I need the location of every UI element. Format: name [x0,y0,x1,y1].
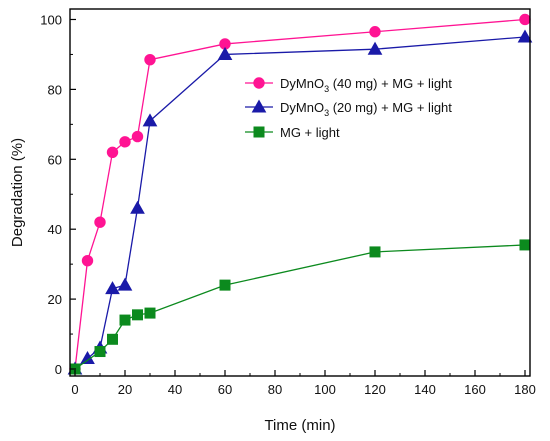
legend-item: DyMnO3 (40 mg) + MG + light [245,76,452,94]
data-point [369,26,381,38]
data-point [369,246,381,258]
legend-marker [251,99,267,113]
data-point [142,113,158,127]
data-point [94,216,106,228]
x-tick-label: 180 [514,382,536,397]
legend-label: DyMnO3 (40 mg) + MG + light [280,76,452,94]
legend-label: DyMnO3 (20 mg) + MG + light [280,100,452,118]
series-line [74,244,526,370]
data-point [517,29,533,43]
data-point [119,314,131,326]
x-tick-label: 160 [464,382,486,397]
x-tick-label: 60 [218,382,232,397]
data-point [106,146,119,159]
series-3 [69,239,531,375]
data-point [367,41,383,55]
y-tick-label: 60 [48,152,62,167]
x-tick-label: 100 [314,382,336,397]
x-tick-label: 40 [168,382,182,397]
legend: DyMnO3 (40 mg) + MG + light DyMnO3 (20 mg… [245,76,452,140]
y-tick-label: 80 [48,82,62,97]
data-point [219,279,231,291]
series-line [74,18,526,370]
data-point [94,346,106,358]
data-point [119,136,131,148]
x-tick-label: 80 [268,382,282,397]
ticks-layer: 0 20 40 60 80 100 120 140 160 180 0 20 40 60 80 100 [40,12,536,397]
data-point [81,254,94,267]
y-tick-label: 0 [55,362,62,377]
data-point [519,239,531,251]
data-point [132,309,143,321]
plot-frame [69,8,531,377]
y-tick-label: 100 [40,12,62,27]
x-tick-label: 20 [118,382,132,397]
series-layer [67,13,533,375]
legend-item: DyMnO3 (20 mg) + MG + light [245,99,452,118]
data-point [130,200,145,214]
series-1 [69,13,531,375]
data-point [519,13,531,26]
data-point [144,53,156,66]
y-tick-label: 20 [48,292,62,307]
y-axis-title: Degradation (%) [9,138,26,247]
data-point [131,130,144,143]
data-point [217,46,233,60]
legend-item: MG + light [245,125,340,140]
x-tick-label: 120 [364,382,386,397]
data-point [117,277,133,291]
y-tick-label: 40 [48,222,62,237]
legend-marker [253,126,265,138]
x-tick-label: 140 [414,382,436,397]
legend-label: MG + light [280,125,340,140]
data-point [144,307,156,319]
x-tick-label: 0 [71,382,78,397]
legend-marker [253,77,265,89]
data-point [105,281,120,295]
data-point [107,333,118,345]
x-axis-title: Time (min) [264,417,335,434]
